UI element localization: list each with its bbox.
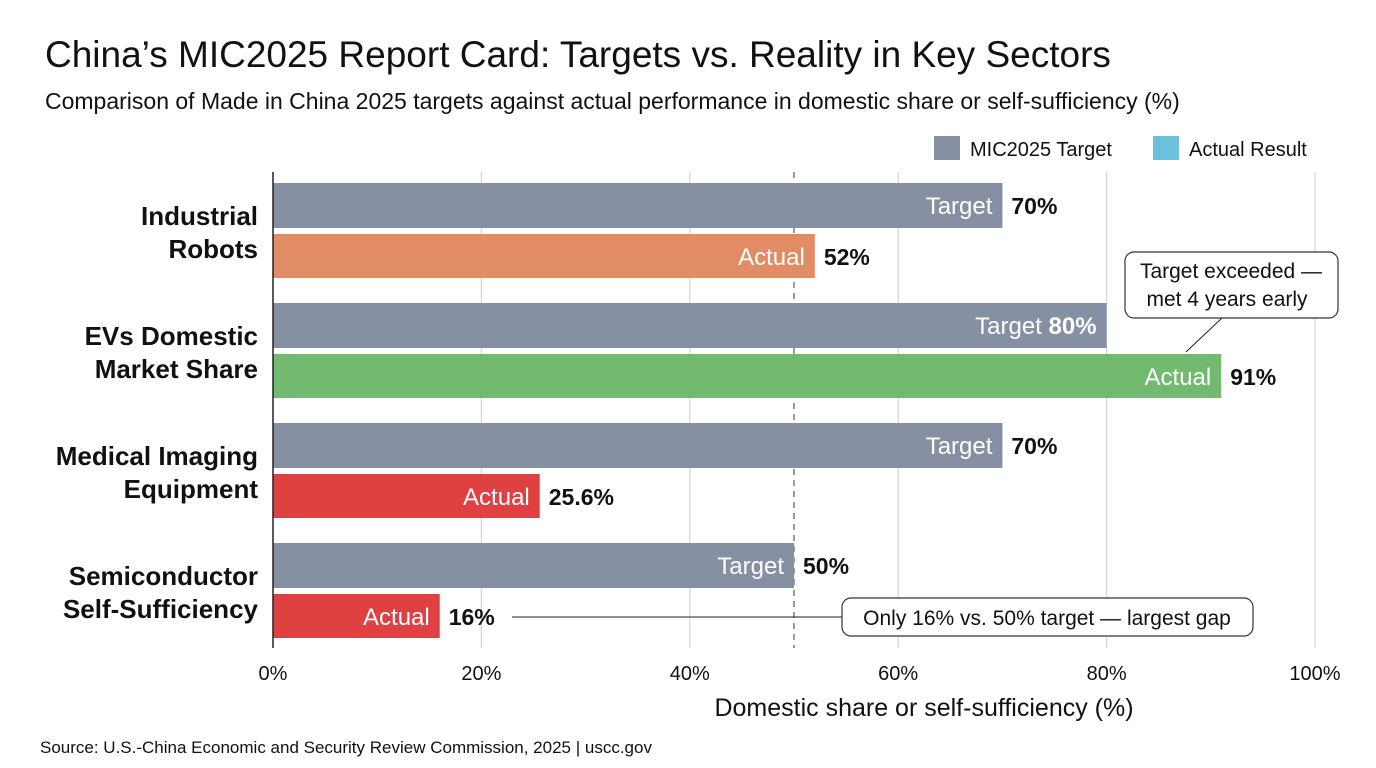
target-value-label: 80%	[1049, 313, 1097, 340]
x-tick-label: 80%	[1087, 663, 1127, 685]
target-bar-label: Target	[926, 193, 993, 220]
category-label-line: Industrial	[141, 201, 258, 231]
actual-bar	[273, 234, 815, 278]
chart-title: China’s MIC2025 Report Card: Targets vs.…	[45, 34, 1111, 75]
category-label-line: Equipment	[124, 474, 259, 504]
annotation-text: Only 16% vs. 50% target — largest gap	[863, 607, 1231, 630]
actual-value-label: 25.6%	[549, 484, 614, 510]
category-label-line: Semiconductor	[69, 561, 258, 591]
category-label: Medical Imaging Equipment	[56, 441, 259, 504]
legend-swatch-target	[934, 136, 960, 160]
actual-bar-label: Actual	[738, 244, 805, 271]
category-label-line: Robots	[168, 234, 258, 264]
x-tick-label: 100%	[1289, 663, 1340, 685]
source-note: Source: U.S.-China Economic and Security…	[40, 738, 652, 757]
target-value-label: 70%	[1011, 193, 1057, 219]
annotation-text: met 4 years early	[1146, 288, 1308, 311]
target-bar	[273, 183, 1003, 228]
actual-bar-label: Actual	[1145, 364, 1212, 391]
category-label: Industrial Robots	[141, 201, 258, 264]
target-value-label: 70%	[1011, 433, 1057, 459]
category-label-line: EVs Domestic	[85, 321, 258, 351]
category-label-line: Self-Sufficiency	[63, 594, 259, 624]
category-label-line: Medical Imaging	[56, 441, 258, 471]
x-tick-label: 0%	[259, 663, 288, 685]
annotation-text: Target exceeded —	[1140, 260, 1322, 283]
actual-value-label: 91%	[1230, 364, 1276, 390]
actual-bar	[273, 354, 1222, 398]
actual-value-label: 16%	[449, 604, 495, 630]
actual-bar-label: Actual	[463, 484, 530, 511]
annotation-leader-line	[1185, 317, 1223, 353]
target-bar-label: Target	[717, 553, 784, 580]
category-label: Semiconductor Self-Sufficiency	[63, 561, 259, 624]
category-label: EVs Domestic Market Share	[85, 321, 258, 384]
target-bar	[273, 423, 1003, 468]
actual-bar	[273, 474, 540, 518]
x-tick-label: 60%	[878, 663, 918, 685]
actual-bar	[273, 594, 440, 638]
target-value-label: 50%	[803, 553, 849, 579]
x-axis-label: Domestic share or self-sufficiency (%)	[714, 694, 1133, 722]
chart-subtitle: Comparison of Made in China 2025 targets…	[45, 88, 1180, 114]
category-label-line: Market Share	[95, 354, 258, 384]
annotation-box	[1124, 251, 1339, 319]
actual-bar-label: Actual	[363, 604, 430, 631]
actual-value-label: 52%	[824, 244, 870, 270]
target-bar	[273, 303, 1107, 348]
legend-label-target: MIC2025 Target	[970, 139, 1112, 161]
target-bar-label: Target	[926, 433, 993, 460]
x-tick-label: 40%	[670, 663, 710, 685]
legend-swatch-actual	[1153, 136, 1179, 160]
target-bar	[273, 543, 794, 588]
annotation-box	[841, 597, 1254, 637]
x-tick-label: 20%	[461, 663, 501, 685]
target-bar-label: Target 80%	[975, 313, 1096, 340]
legend-label-actual: Actual Result	[1189, 139, 1307, 161]
